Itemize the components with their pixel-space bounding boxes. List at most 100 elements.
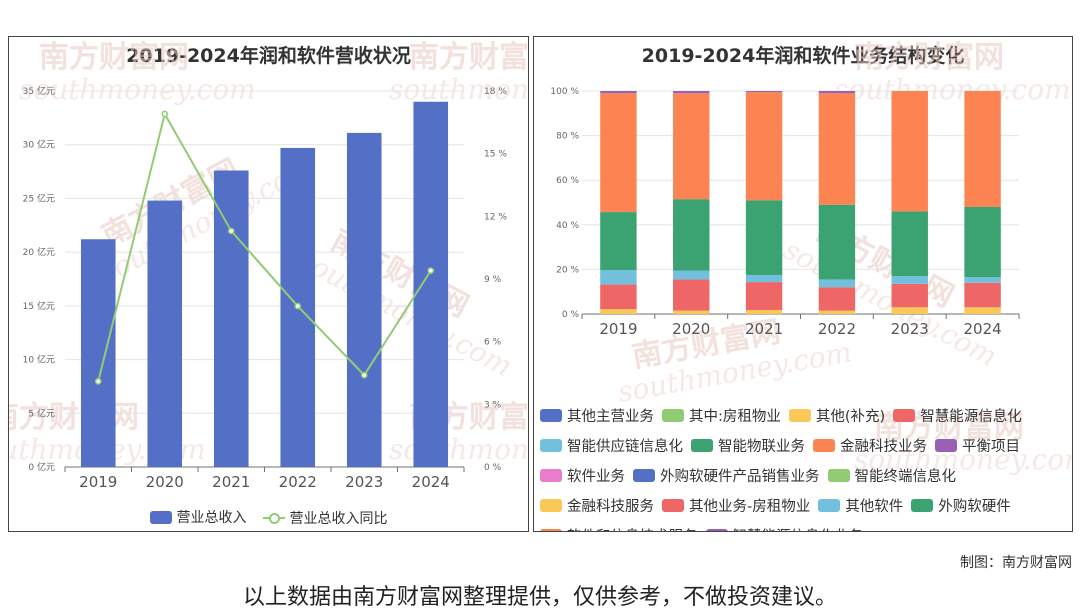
y-tick-label: 100 % [550, 87, 579, 97]
legend-swatch [935, 439, 957, 452]
yoy-line [97, 111, 432, 382]
y-right-tick-label: 18 % [484, 87, 507, 97]
legend-item[interactable]: 其中:房租物业 [662, 405, 781, 426]
legend-label: 智能供应链信息化 [567, 439, 683, 455]
stacked-bar-segment [818, 204, 856, 280]
legend-label: 金融科技业务 [840, 439, 927, 455]
legend-item[interactable]: 平衡项目 [935, 435, 1020, 456]
stacked-bar-segment [745, 309, 783, 314]
structure-chart-title: 2019-2024年润和软件业务结构变化 [641, 45, 965, 67]
legend-item[interactable]: 营业总收入 [149, 507, 247, 527]
revenue-chart-legend: 营业总收入 营业总收入同比 [9, 507, 528, 528]
x-tick-label: 2020 [672, 320, 710, 338]
legend-swatch [540, 409, 562, 422]
x-tick-label: 2024 [963, 320, 1001, 338]
stacked-bar-segment [745, 200, 783, 275]
bar [147, 200, 183, 467]
bar [346, 132, 382, 467]
revenue-chart: 南方财富网southmoney.com南方财富网southmoney.com南方… [9, 40, 528, 491]
legend-item[interactable]: 外购软硬件产品销售业务 [633, 465, 820, 486]
legend-item[interactable]: 智慧能源信息化 [893, 405, 1022, 426]
line-point [360, 371, 368, 379]
chart-credit: 制图：南方财富网 [960, 555, 1072, 571]
legend-label: 其他业务-房租物业 [689, 499, 811, 515]
legend-item[interactable]: 智慧能源信息化业务 [705, 525, 863, 531]
legend-label: 其他(补充) [815, 409, 886, 425]
legend-label: 平衡项目 [962, 439, 1020, 455]
plot-area: 0 亿元 5 亿元 10 亿元 15 亿元 20 亿元 25 亿元 30 亿元 35 亿元 0 … [23, 85, 508, 491]
bar [80, 239, 116, 467]
stacked-bar-segment [818, 279, 856, 288]
legend-swatch [262, 512, 285, 524]
y-tick-label: 80 % [556, 132, 579, 142]
stacked-bar-segment [600, 212, 637, 271]
legend-item[interactable]: 外购软硬件 [911, 495, 1011, 516]
structure-chart: 南方财富网southmoney.com南方财富网southmoney.com南方… [550, 40, 1072, 476]
stacked-bar-segment [818, 91, 856, 94]
legend-item[interactable]: 金融科技服务 [540, 495, 654, 516]
legend-swatch [633, 469, 655, 482]
stacked-bar-segment [600, 91, 637, 94]
y-right-tick-label: 9 % [484, 275, 502, 285]
stacked-bar-segment [600, 270, 637, 285]
x-tick-label: 2023 [891, 320, 929, 338]
y-left-tick-label: 10 亿元 [23, 354, 55, 366]
watermark-text: 南方财富网 [409, 40, 528, 75]
line-point [294, 302, 302, 310]
stacked-bar-segment [964, 206, 1001, 278]
legend-item[interactable]: 软件业务 [540, 465, 625, 486]
legend-item[interactable]: 其他业务-房租物业 [662, 495, 810, 516]
y-left-tick-label: 30 亿元 [23, 139, 55, 151]
bar [413, 101, 449, 467]
legend-item[interactable]: 营业总收入同比 [262, 508, 388, 528]
legend-item[interactable]: 其他软件 [818, 495, 903, 516]
watermark-text: southmoney.com [389, 433, 528, 466]
bar [213, 170, 249, 468]
y-right-tick-label: 6 % [484, 338, 502, 348]
watermark-text: southmoney.com [834, 73, 1071, 106]
stacked-bar-segment [818, 287, 856, 311]
legend-item[interactable]: 其他主营业务 [540, 405, 654, 426]
legend-item[interactable]: 智能终端信息化 [827, 465, 956, 486]
legend-swatch [540, 499, 562, 512]
legend-swatch [911, 499, 934, 512]
stacked-bar-segment [673, 270, 710, 280]
legend-label: 营业总收入同比 [289, 510, 388, 527]
x-tick-label: 2023 [345, 473, 383, 491]
y-right-tick-label: 3 % [484, 400, 502, 410]
legend-label: 智能物联业务 [718, 439, 805, 455]
legend-swatch [662, 499, 684, 512]
y-left-tick-label: 15 亿元 [23, 300, 55, 312]
stacked-bar-segment [891, 211, 928, 277]
y-right-tick-label: 12 % [484, 212, 507, 222]
legend-item[interactable]: 软件和信息技术服务 [540, 525, 698, 531]
x-tick-label: 2019 [599, 320, 637, 338]
legend-label: 营业总收入 [176, 510, 247, 526]
stacked-bar-segment [891, 276, 928, 284]
legend-swatch [818, 499, 841, 512]
legend-swatch [893, 409, 916, 422]
legend-swatch [788, 409, 811, 422]
y-left-tick-label: 20 亿元 [23, 246, 55, 258]
stacked-bar-segment [964, 282, 1001, 308]
x-tick-label: 2021 [212, 473, 250, 491]
y-tick-label: 20 % [556, 265, 579, 275]
legend-item[interactable]: 智能供应链信息化 [540, 435, 683, 456]
stacked-bar-segment [673, 91, 710, 94]
x-tick-label: 2021 [745, 320, 783, 338]
structure-chart-legend: 其他主营业务 其中:房租物业 其他(补充) 智慧能源信息化智能供应链信息化 智能物联业务… [540, 405, 1070, 531]
y-tick-label: 0 % [562, 310, 580, 320]
legend-item[interactable]: 智能物联业务 [691, 435, 805, 456]
legend-item[interactable]: 金融科技业务 [813, 435, 927, 456]
x-tick-label: 2019 [79, 473, 117, 491]
stacked-bar-segment [818, 310, 856, 314]
legend-swatch [149, 510, 172, 524]
stacked-bar-segment [673, 199, 710, 271]
revenue-chart-title: 2019-2024年润和软件营收状况 [126, 45, 411, 67]
stacked-bar-segment [964, 307, 1001, 314]
legend-item[interactable]: 其他(补充) [788, 405, 886, 426]
stacked-bar-segment [673, 279, 710, 311]
stacked-bar-segment [891, 307, 928, 314]
legend-label: 其他主营业务 [567, 409, 654, 425]
legend-label: 其中:房租物业 [689, 409, 781, 425]
